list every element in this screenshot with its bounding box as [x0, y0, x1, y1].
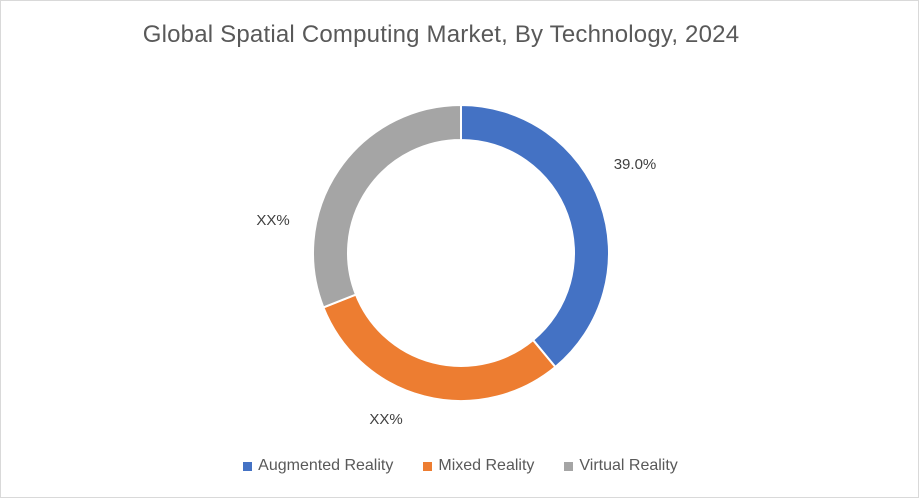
legend: Augmented Reality Mixed Reality Virtual …	[1, 457, 919, 475]
data-label: XX%	[369, 411, 402, 428]
legend-item-augmented-reality: Augmented Reality	[243, 457, 393, 475]
legend-swatch	[243, 461, 253, 471]
legend-swatch	[423, 461, 433, 471]
data-label: XX%	[256, 212, 289, 229]
legend-label: Mixed Reality	[438, 457, 535, 474]
legend-item-virtual-reality: Virtual Reality	[564, 457, 678, 475]
legend-label: Augmented Reality	[258, 457, 394, 474]
legend-item-mixed-reality: Mixed Reality	[423, 457, 534, 475]
donut-slice-mixed-reality	[322, 293, 557, 402]
donut-slice-virtual-reality	[312, 103, 462, 309]
data-label: 39.0%	[614, 156, 657, 173]
legend-swatch	[564, 461, 574, 471]
chart-title: Global Spatial Computing Market, By Tech…	[142, 21, 740, 48]
legend-label: Virtual Reality	[579, 457, 678, 474]
donut-slice-augmented-reality	[460, 103, 610, 369]
